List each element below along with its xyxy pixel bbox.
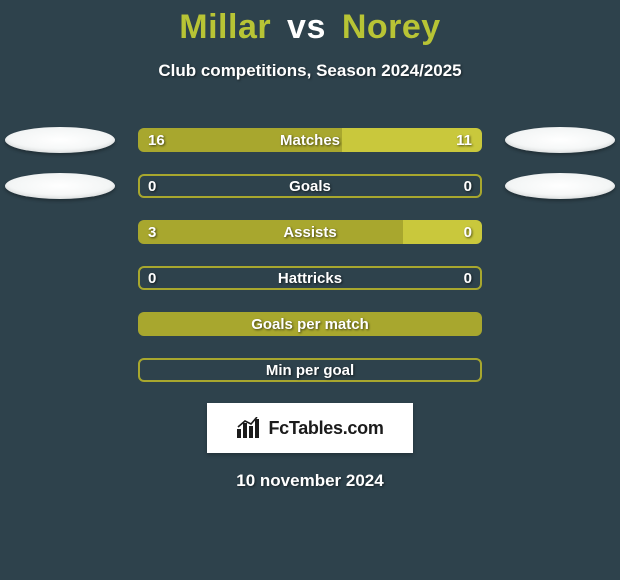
player-right-placeholder <box>505 127 615 153</box>
player-right-placeholder <box>505 173 615 199</box>
bar-full-segment <box>138 312 482 336</box>
stat-bar: Hattricks00 <box>138 266 482 290</box>
stat-row: Matches1611 <box>0 117 620 163</box>
subtitle: Club competitions, Season 2024/2025 <box>0 61 620 81</box>
stat-row: Goals00 <box>0 163 620 209</box>
bar-outline-segment <box>138 174 482 198</box>
vs-text: vs <box>287 8 326 46</box>
bar-outline-segment <box>138 358 482 382</box>
stat-bar: Matches1611 <box>138 128 482 152</box>
title: Millar vs Norey <box>0 8 620 47</box>
stat-row: Assists30 <box>0 209 620 255</box>
date-text: 10 november 2024 <box>0 471 620 491</box>
stat-bar: Assists30 <box>138 220 482 244</box>
stat-bar: Goals per match <box>138 312 482 336</box>
stat-bar: Min per goal <box>138 358 482 382</box>
bar-right-segment <box>403 220 482 244</box>
logo-text: FcTables.com <box>268 418 383 439</box>
logo: FcTables.com <box>207 403 413 453</box>
player1-name: Millar <box>179 8 271 46</box>
stat-row: Goals per match <box>0 301 620 347</box>
player-left-placeholder <box>5 127 115 153</box>
bar-chart-icon <box>236 417 262 439</box>
bar-left-segment <box>138 220 403 244</box>
stat-row: Min per goal <box>0 347 620 393</box>
player2-name: Norey <box>342 8 441 46</box>
stat-row: Hattricks00 <box>0 255 620 301</box>
bar-left-segment <box>138 128 342 152</box>
stat-bar: Goals00 <box>138 174 482 198</box>
bar-outline-segment <box>138 266 482 290</box>
comparison-card: Millar vs Norey Club competitions, Seaso… <box>0 0 620 580</box>
stat-rows: Matches1611 Goals00 Assists30 Hattricks00 Go… <box>0 117 620 393</box>
player-left-placeholder <box>5 173 115 199</box>
bar-right-segment <box>342 128 482 152</box>
